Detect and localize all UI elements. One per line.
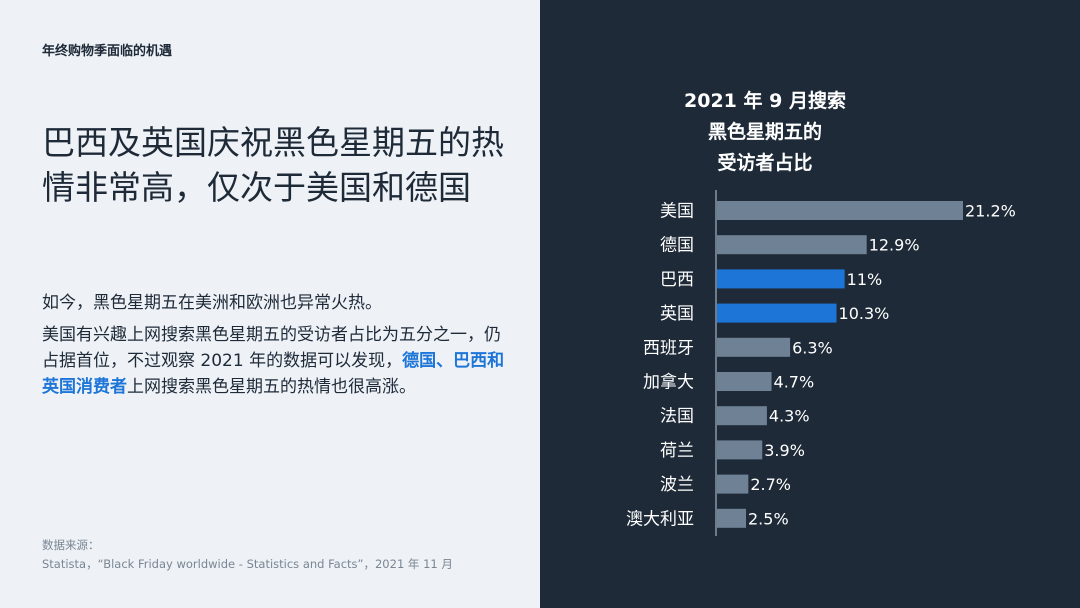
- value-label-3: 10.3%: [839, 304, 890, 323]
- bar-0: [717, 201, 963, 220]
- eyebrow-title: 年终购物季面临的机遇: [42, 44, 173, 59]
- chart-title-line-1: 2021 年 9 月搜索: [684, 90, 846, 112]
- value-label-4: 6.3%: [792, 338, 833, 357]
- category-label-5: 加拿大: [643, 372, 694, 393]
- value-label-0: 21.2%: [965, 202, 1016, 221]
- bar-8: [717, 474, 749, 494]
- bar-1: [717, 235, 867, 255]
- category-label-7: 荷兰: [660, 441, 694, 461]
- source-text: Statista，“Black Friday worldwide - Stati…: [42, 557, 453, 571]
- bar-2: [717, 269, 845, 289]
- bar-5: [717, 372, 772, 391]
- category-label-4: 西班牙: [643, 338, 694, 358]
- source-label: 数据来源：: [42, 538, 100, 552]
- source-note: 数据来源： Statista，“Black Friday worldwide -…: [42, 536, 453, 574]
- category-label-8: 波兰: [660, 475, 694, 495]
- page-title: 巴西及英国庆祝黑色星期五的热情非常高，仅次于美国和德国: [42, 123, 504, 207]
- value-label-7: 3.9%: [764, 441, 805, 460]
- category-label-1: 德国: [660, 236, 694, 256]
- bar-chart: 美国 21.2% 德国 12.9% 巴西 11% 英国 10.3% 西班牙 6.3% 加拿大 4.7%…: [626, 190, 1016, 536]
- category-label-2: 巴西: [660, 270, 694, 290]
- value-label-6: 4.3%: [769, 407, 810, 426]
- bar-6: [717, 406, 767, 426]
- bar-3: [717, 303, 837, 323]
- category-label-0: 美国: [660, 202, 694, 222]
- body-text: 如今，黑色星期五在美洲和欧洲也异常火热。 美国有兴趣上网搜索黑色星期五的受访者占…: [42, 290, 512, 406]
- value-label-8: 2.7%: [750, 475, 791, 494]
- value-label-2: 11%: [847, 270, 883, 289]
- chart-title-line-3: 受访者占比: [717, 152, 813, 174]
- bar-7: [717, 440, 763, 460]
- category-label-3: 英国: [660, 304, 694, 324]
- chart-title: 2021 年 9 月搜索 黑色星期五的 受访者占比: [465, 86, 1065, 179]
- body-text-before: 美国有兴趣上网搜索黑色星期五的受访者占比为五分之一，仍占据首位，不过观察 202…: [42, 325, 501, 371]
- chart-title-line-2: 黑色星期五的: [707, 121, 822, 143]
- body-paragraph-2: 美国有兴趣上网搜索黑色星期五的受访者占比为五分之一，仍占据首位，不过观察 202…: [42, 322, 512, 400]
- value-label-9: 2.5%: [748, 509, 789, 528]
- highlight-text: 德国、巴西和英国消费者: [42, 351, 505, 397]
- left-panel: 年终购物季面临的机遇 巴西及英国庆祝黑色星期五的热情非常高，仅次于美国和德国 如…: [0, 0, 540, 608]
- category-label-9: 澳大利亚: [626, 509, 694, 529]
- value-label-1: 12.9%: [869, 236, 920, 255]
- bar-4: [717, 337, 791, 357]
- body-paragraph-1: 如今，黑色星期五在美洲和欧洲也异常火热。: [42, 293, 382, 313]
- body-text-after: 上网搜索黑色星期五的热情也很高涨。: [127, 377, 416, 397]
- category-label-6: 法国: [660, 407, 694, 427]
- value-label-5: 4.7%: [774, 373, 815, 392]
- bar-9: [717, 508, 747, 528]
